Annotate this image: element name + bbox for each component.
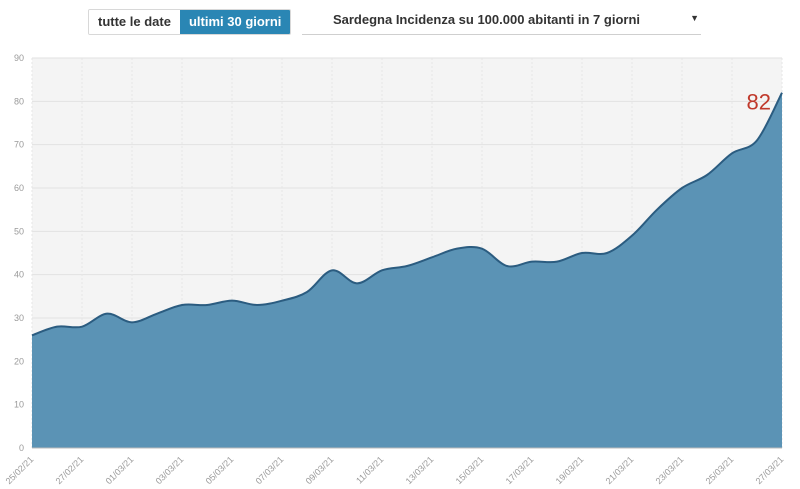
x-tick-label: 01/03/21 (104, 454, 136, 486)
toolbar: tutte le date ultimi 30 giorni Sardegna … (0, 0, 800, 44)
x-tick-label: 07/03/21 (254, 454, 286, 486)
metric-select-value: Sardegna Incidenza su 100.000 abitanti i… (332, 12, 641, 27)
x-tick-label: 27/02/21 (54, 454, 86, 486)
y-tick-label: 90 (14, 53, 24, 63)
last-value-label: 82 (747, 90, 771, 115)
x-tick-label: 17/03/21 (504, 454, 536, 486)
y-tick-label: 50 (14, 226, 24, 236)
y-tick-label: 0 (19, 443, 24, 453)
y-tick-label: 60 (14, 183, 24, 193)
y-tick-label: 70 (14, 140, 24, 150)
y-tick-label: 30 (14, 313, 24, 323)
x-tick-label: 23/03/21 (654, 454, 686, 486)
x-tick-label: 09/03/21 (304, 454, 336, 486)
metric-select[interactable]: Sardegna Incidenza su 100.000 abitanti i… (302, 8, 701, 35)
x-tick-label: 25/03/21 (704, 454, 736, 486)
x-tick-label: 21/03/21 (604, 454, 636, 486)
y-tick-label: 80 (14, 96, 24, 106)
x-tick-label: 27/03/21 (754, 454, 786, 486)
series-line (31, 92, 783, 337)
date-range-toggle: tutte le date ultimi 30 giorni (88, 9, 292, 35)
y-tick-label: 10 (14, 400, 24, 410)
y-tick-label: 40 (14, 270, 24, 280)
x-tick-label: 05/03/21 (204, 454, 236, 486)
x-tick-label: 13/03/21 (404, 454, 436, 486)
incidence-chart: 0 10 20 30 40 50 60 70 80 90 25/02/21 27/02/21 01/03… (4, 53, 786, 486)
x-tick-label: 19/03/21 (554, 454, 586, 486)
x-tick-label: 11/03/21 (354, 454, 385, 485)
x-tick-label: 03/03/21 (154, 454, 186, 486)
x-tick-label: 15/03/21 (454, 454, 486, 486)
x-tick-label: 25/02/21 (4, 454, 36, 486)
all-dates-button[interactable]: tutte le date (89, 10, 180, 34)
last-30-days-button[interactable]: ultimi 30 giorni (179, 10, 291, 34)
caret-down-icon: ▼ (690, 13, 699, 23)
y-tick-label: 20 (14, 356, 24, 366)
series-area (32, 92, 782, 448)
